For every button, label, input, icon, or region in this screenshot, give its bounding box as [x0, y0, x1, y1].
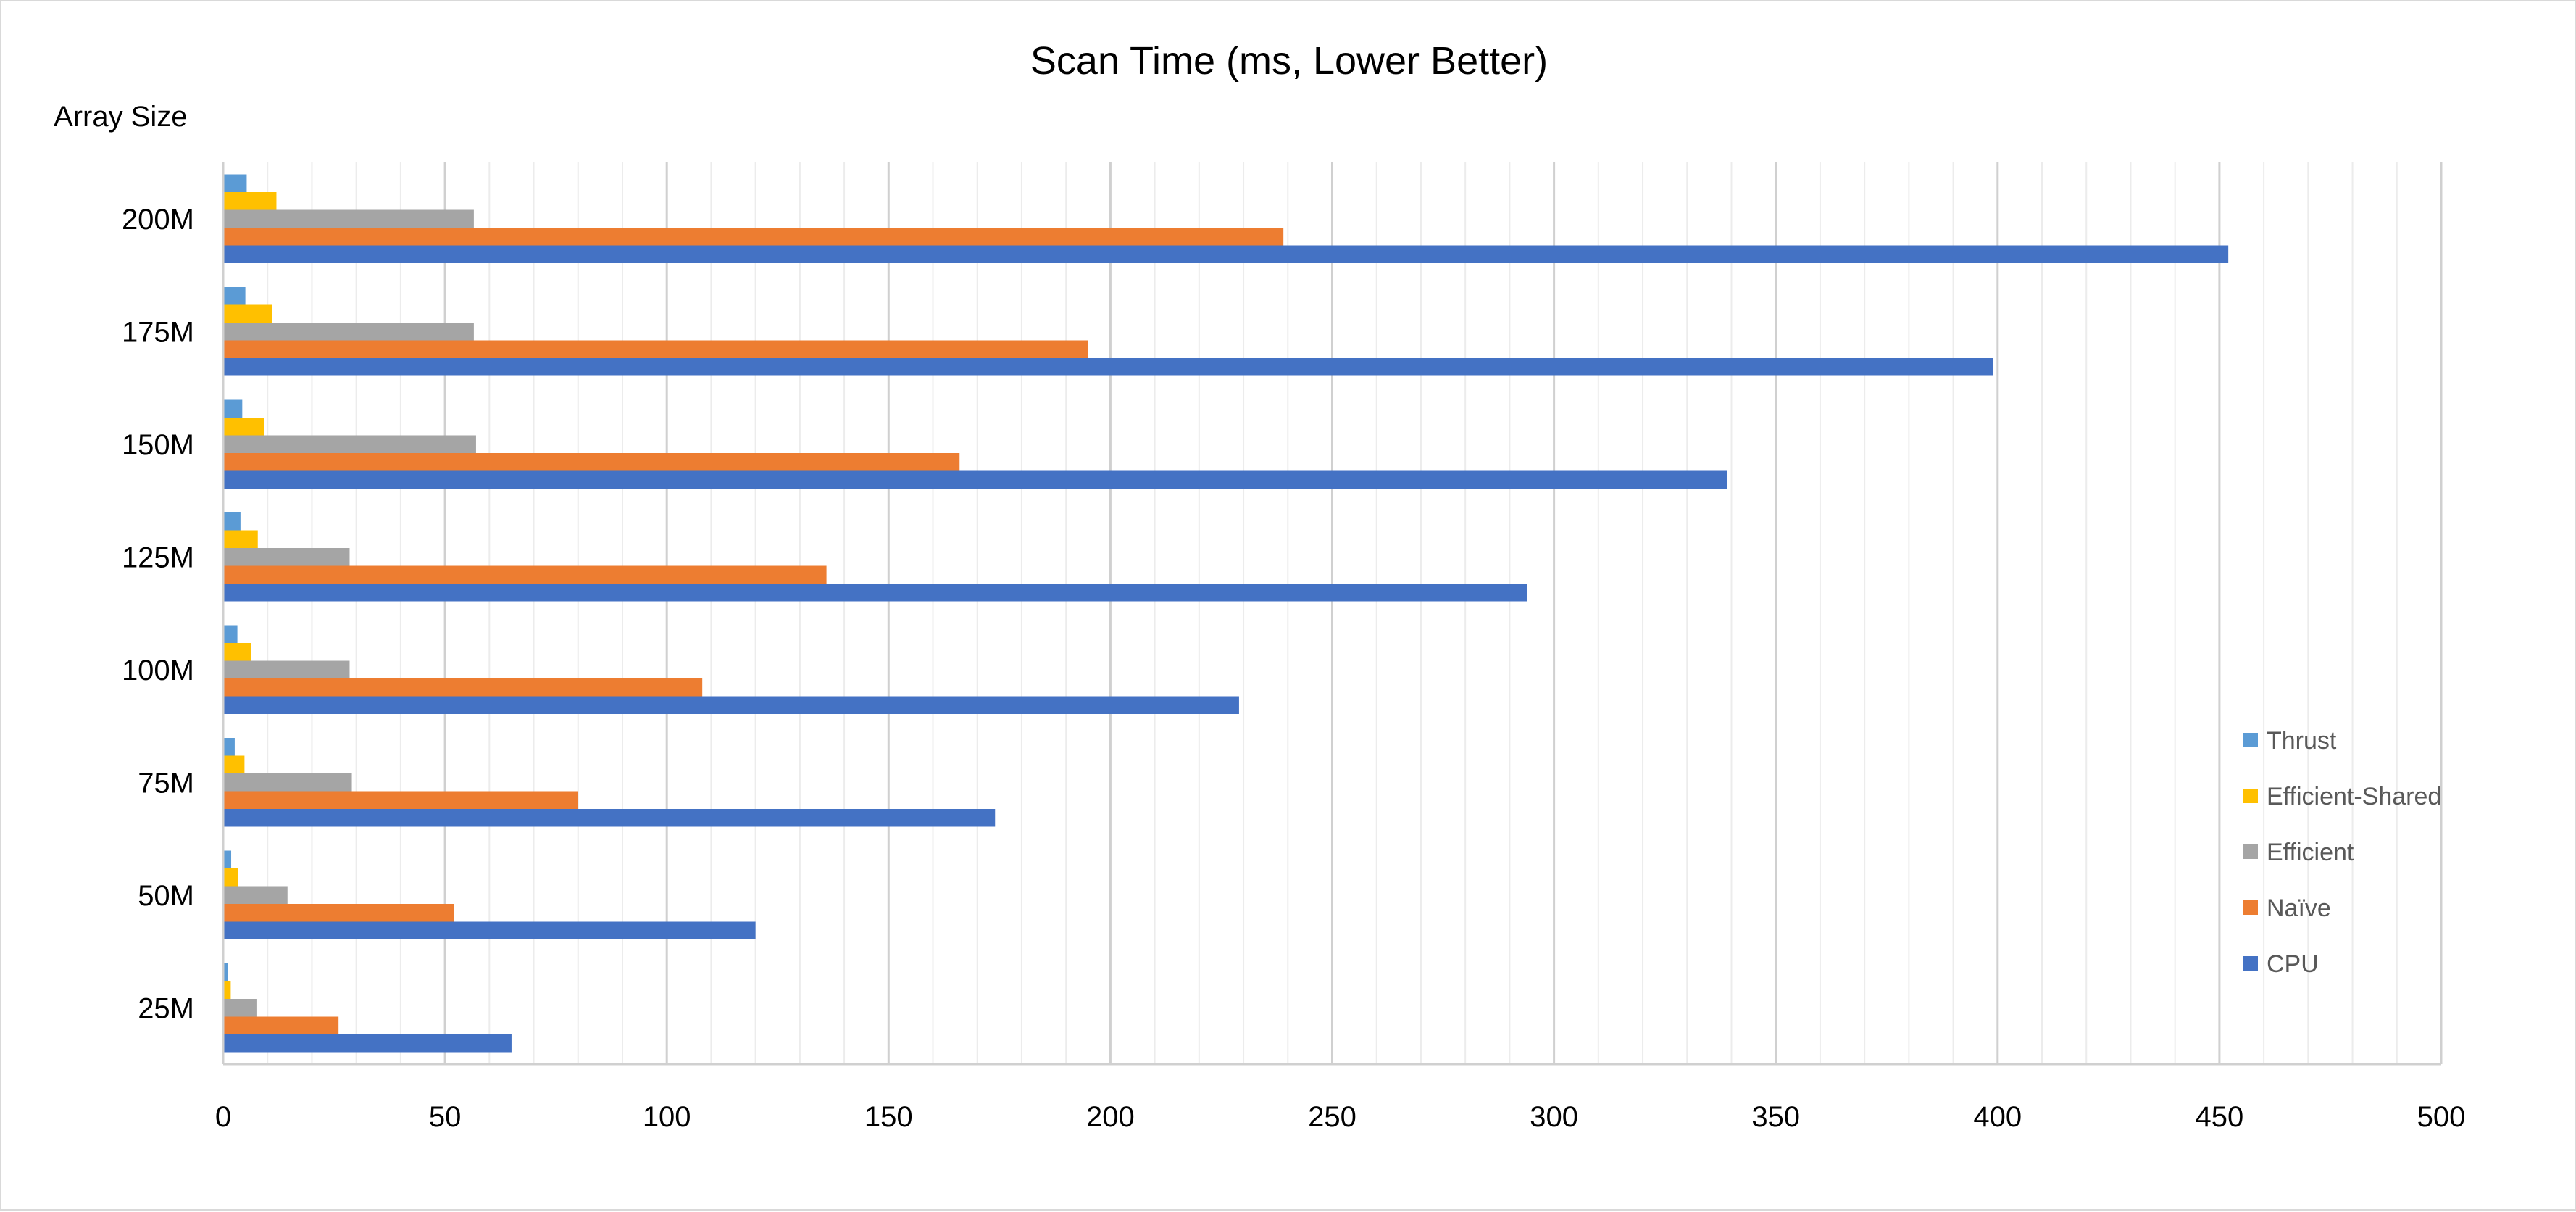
bar-thrust-50m — [223, 850, 232, 868]
bar-efficient-shared-200m — [223, 192, 277, 210]
bar-thrust-25m — [223, 963, 228, 981]
bar-efficient-75m — [223, 773, 352, 792]
bar-na-ve-100m — [223, 678, 703, 697]
y-tick-label: 100M — [122, 655, 194, 686]
bar-na-ve-200m — [223, 228, 1284, 246]
bar-na-ve-150m — [223, 453, 960, 471]
bar-thrust-175m — [223, 287, 246, 305]
x-tick-label: 400 — [1973, 1101, 2022, 1133]
y-tick-label: 75M — [138, 767, 194, 799]
bar-thrust-100m — [223, 625, 238, 643]
bar-efficient-175m — [223, 323, 474, 341]
bar-efficient-shared-150m — [223, 418, 264, 436]
x-tick-label: 150 — [864, 1101, 913, 1133]
bar-efficient-100m — [223, 660, 350, 678]
bar-na-ve-125m — [223, 565, 827, 584]
y-tick-label: 200M — [122, 204, 194, 236]
legend: Thrust Efficient-Shared Efficient Naïve CPU — [2243, 727, 2441, 978]
y-tick-label: 25M — [138, 992, 194, 1024]
y-axis-label: Array Size — [54, 101, 188, 133]
x-tick-label: 50 — [429, 1101, 462, 1133]
x-tick-label: 300 — [1530, 1101, 1578, 1133]
legend-swatch-na-ve — [2243, 900, 2258, 915]
legend-swatch-cpu — [2243, 956, 2258, 971]
bar-efficient-shared-25m — [223, 981, 231, 999]
bar-cpu-75m — [223, 809, 996, 827]
legend-swatch-efficient — [2243, 844, 2258, 859]
x-tick-label: 0 — [215, 1101, 231, 1133]
bar-thrust-75m — [223, 738, 235, 756]
x-tick-label: 500 — [2417, 1101, 2466, 1133]
bar-cpu-150m — [223, 470, 1727, 489]
bar-na-ve-50m — [223, 904, 454, 922]
bar-thrust-125m — [223, 512, 241, 531]
bar-efficient-150m — [223, 435, 476, 453]
bar-cpu-175m — [223, 358, 1993, 376]
legend-label-thrust: Thrust — [2267, 727, 2337, 755]
y-tick-label: 150M — [122, 429, 194, 461]
legend-swatch-efficient-shared — [2243, 789, 2258, 803]
y-tick-labels: 25M 50M 75M 100M 125M 150M 175M 200M — [122, 204, 194, 1025]
y-tick-label: 125M — [122, 541, 194, 573]
legend-label-cpu: CPU — [2267, 950, 2319, 978]
bar-efficient-shared-100m — [223, 643, 251, 661]
y-tick-label: 50M — [138, 880, 194, 912]
x-tick-label: 450 — [2196, 1101, 2244, 1133]
bar-cpu-100m — [223, 696, 1239, 714]
y-tick-label: 175M — [122, 316, 194, 348]
x-tick-label: 200 — [1086, 1101, 1135, 1133]
chart-title: Scan Time (ms, Lower Better) — [1030, 39, 1548, 83]
axes — [222, 162, 2441, 1066]
bar-efficient-shared-125m — [223, 530, 258, 548]
bar-efficient-shared-75m — [223, 755, 245, 773]
x-tick-label: 250 — [1308, 1101, 1356, 1133]
bar-efficient-125m — [223, 548, 350, 566]
legend-swatch-thrust — [2243, 733, 2258, 747]
bar-cpu-200m — [223, 245, 2229, 263]
gridlines — [267, 162, 2443, 1064]
bar-cpu-125m — [223, 584, 1527, 602]
bar-efficient-shared-175m — [223, 304, 272, 323]
legend-label-na-ve: Naïve — [2267, 895, 2331, 922]
x-tick-label: 100 — [643, 1101, 691, 1133]
bar-thrust-200m — [223, 174, 247, 192]
bar-efficient-shared-50m — [223, 868, 238, 887]
legend-label-efficient: Efficient — [2267, 839, 2354, 866]
bar-na-ve-75m — [223, 791, 578, 809]
bar-thrust-150m — [223, 399, 243, 418]
bar-na-ve-175m — [223, 340, 1088, 358]
bar-na-ve-25m — [223, 1016, 339, 1034]
x-tick-labels: 0 50 100 150 200 250 300 350 400 450 500 — [215, 1101, 2466, 1133]
bar-efficient-25m — [223, 999, 257, 1017]
bar-efficient-200m — [223, 209, 474, 228]
x-tick-label: 350 — [1751, 1101, 1800, 1133]
bars — [223, 174, 2229, 1053]
bar-cpu-50m — [223, 921, 756, 939]
bar-cpu-25m — [223, 1034, 512, 1053]
bar-efficient-50m — [223, 886, 288, 904]
legend-label-efficient-shared: Efficient-Shared — [2267, 783, 2441, 810]
